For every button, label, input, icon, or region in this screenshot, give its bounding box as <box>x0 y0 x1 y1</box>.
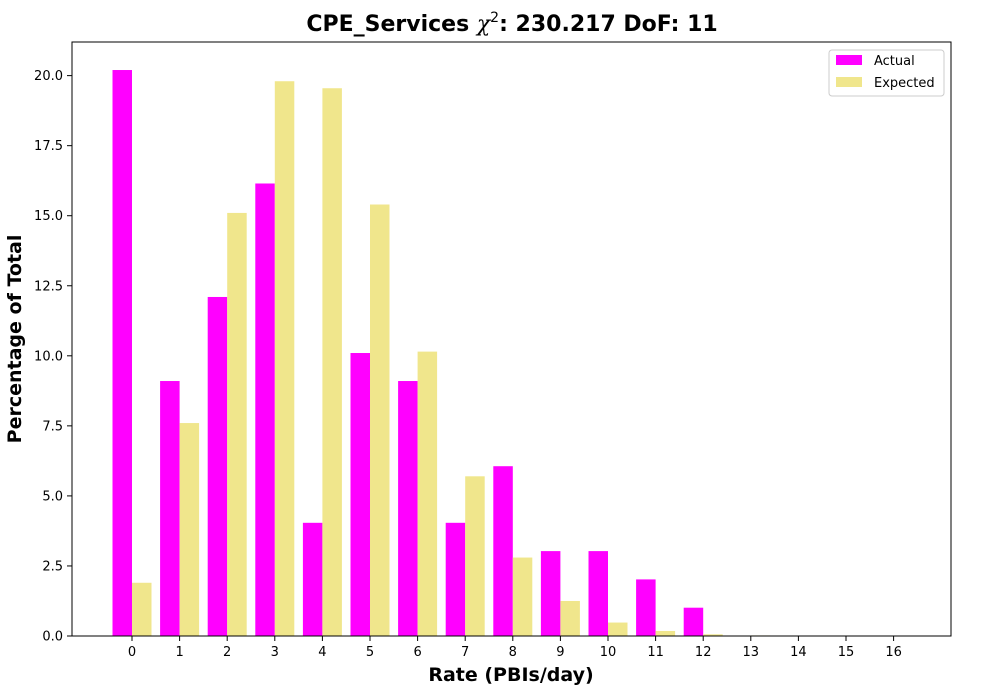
bar-expected-12 <box>703 634 723 636</box>
x-tick-label: 16 <box>885 645 902 660</box>
bar-actual-0 <box>112 70 132 637</box>
bar-actual-3 <box>255 183 275 636</box>
x-tick-label: 0 <box>128 645 136 660</box>
bar-actual-8 <box>493 466 513 636</box>
y-tick-label: 12.5 <box>34 279 63 294</box>
x-tick-label: 1 <box>175 645 183 660</box>
y-ticks: 0.0 2.5 5.0 7.5 10.0 12.5 15.0 17.5 20.0 <box>34 69 72 645</box>
y-axis-label: Percentage of Total <box>4 235 26 444</box>
bar-expected-4 <box>322 88 342 636</box>
bar-actual-9 <box>540 551 561 636</box>
chart-title: CPE_Services χ2: 230.217 DoF: 11 <box>306 10 717 37</box>
bar-expected-6 <box>417 351 438 636</box>
legend-label-expected: Expected <box>874 76 935 91</box>
bar-expected-0 <box>132 582 152 636</box>
title-chi: χ <box>475 12 492 37</box>
bar-expected-11 <box>655 630 676 636</box>
title-prefix: CPE_Services <box>306 12 477 37</box>
y-tick-label: 0.0 <box>42 630 63 645</box>
bar-expected-1 <box>179 423 200 636</box>
bar-expected-7 <box>465 476 485 636</box>
x-tick-label: 13 <box>743 645 760 660</box>
plot-frame <box>71 41 952 637</box>
x-tick-label: 7 <box>461 645 469 660</box>
y-tick-label: 5.0 <box>42 489 63 504</box>
bar-expected-5 <box>370 204 390 636</box>
bar-expected-3 <box>274 81 295 636</box>
bar-actual-2 <box>207 296 228 636</box>
x-axis-label: Rate (PBIs/day) <box>428 664 593 686</box>
bar-actual-1 <box>160 381 180 636</box>
bar-actual-11 <box>636 579 656 636</box>
x-tick-label: 5 <box>366 645 374 660</box>
x-tick-label: 6 <box>413 645 421 660</box>
bar-expected-10 <box>608 622 628 636</box>
legend-swatch-expected <box>836 77 862 87</box>
legend-label-actual: Actual <box>874 54 915 69</box>
bar-actual-4 <box>302 522 323 636</box>
bar-actual-5 <box>350 353 370 636</box>
bar-actual-12 <box>683 607 704 636</box>
bar-actual-6 <box>398 381 418 636</box>
bar-expected-9 <box>560 600 580 636</box>
bar-expected-2 <box>227 212 247 636</box>
bar-actual-10 <box>588 551 608 636</box>
y-tick-label: 2.5 <box>42 559 63 574</box>
y-tick-label: 15.0 <box>34 209 63 224</box>
x-tick-label: 15 <box>838 645 855 660</box>
title-superscript: 2 <box>490 10 499 26</box>
y-tick-label: 17.5 <box>34 139 63 154</box>
x-tick-label: 10 <box>600 645 617 660</box>
x-tick-label: 14 <box>790 645 807 660</box>
x-tick-label: 3 <box>271 645 279 660</box>
x-tick-label: 4 <box>318 645 326 660</box>
y-tick-label: 20.0 <box>34 69 63 84</box>
x-tick-label: 2 <box>223 645 231 660</box>
legend-swatch-actual <box>836 55 862 65</box>
legend: Actual Expected <box>828 49 945 97</box>
x-tick-label: 11 <box>647 645 664 660</box>
title-suffix: : 230.217 DoF: 11 <box>499 12 718 37</box>
x-tick-label: 8 <box>509 645 517 660</box>
y-tick-label: 10.0 <box>34 349 63 364</box>
x-ticks: 0 1 2 3 4 5 6 7 8 9 10 11 12 13 14 15 16 <box>128 636 902 660</box>
y-tick-label: 7.5 <box>42 419 63 434</box>
bar-actual-7 <box>445 522 466 636</box>
bars-group <box>112 70 866 637</box>
x-tick-label: 9 <box>556 645 564 660</box>
x-tick-label: 12 <box>695 645 712 660</box>
bar-expected-8 <box>512 557 533 636</box>
